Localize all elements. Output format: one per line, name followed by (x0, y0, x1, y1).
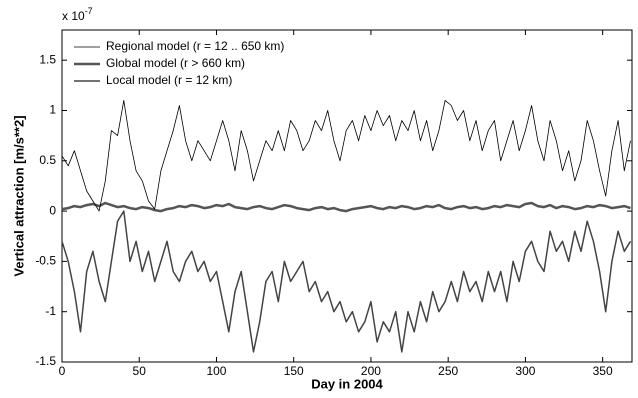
y-tick-label: -1.5 (35, 354, 56, 368)
series-line (61, 201, 631, 213)
y-tick-label: 1.5 (39, 52, 56, 66)
x-axis-label: Day in 2004 (311, 376, 383, 391)
y-tick-label: -0.5 (35, 254, 56, 268)
x-tick-label: 0 (59, 364, 66, 378)
legend-label: Global model (r > 660 km) (106, 56, 245, 70)
x-tick-label: 100 (206, 364, 226, 378)
y-tick-label: 1 (49, 103, 56, 117)
y-scale-exponent: -7 (85, 6, 93, 16)
y-tick-label: 0 (49, 203, 56, 217)
x-tick-label: 350 (593, 364, 613, 378)
y-tick-label: 0.5 (39, 153, 56, 167)
legend-label: Local model (r = 12 km) (106, 73, 232, 87)
series-line (61, 210, 632, 353)
series-line (61, 100, 631, 212)
y-scale-base: x 10 (62, 9, 85, 23)
legend-box (68, 36, 316, 93)
x-tick-label: 250 (438, 364, 458, 378)
x-tick-label: 50 (133, 364, 147, 378)
y-scale-label: x 10-7 (62, 6, 93, 23)
y-axis-label: Vertical attraction [m/s**2] (11, 115, 26, 276)
x-tick-label: 200 (361, 364, 381, 378)
y-tick-label: -1 (45, 304, 56, 318)
legend-label: Regional model (r = 12 .. 650 km) (106, 39, 284, 53)
x-tick-label: 150 (284, 364, 304, 378)
x-tick-label: 300 (515, 364, 535, 378)
